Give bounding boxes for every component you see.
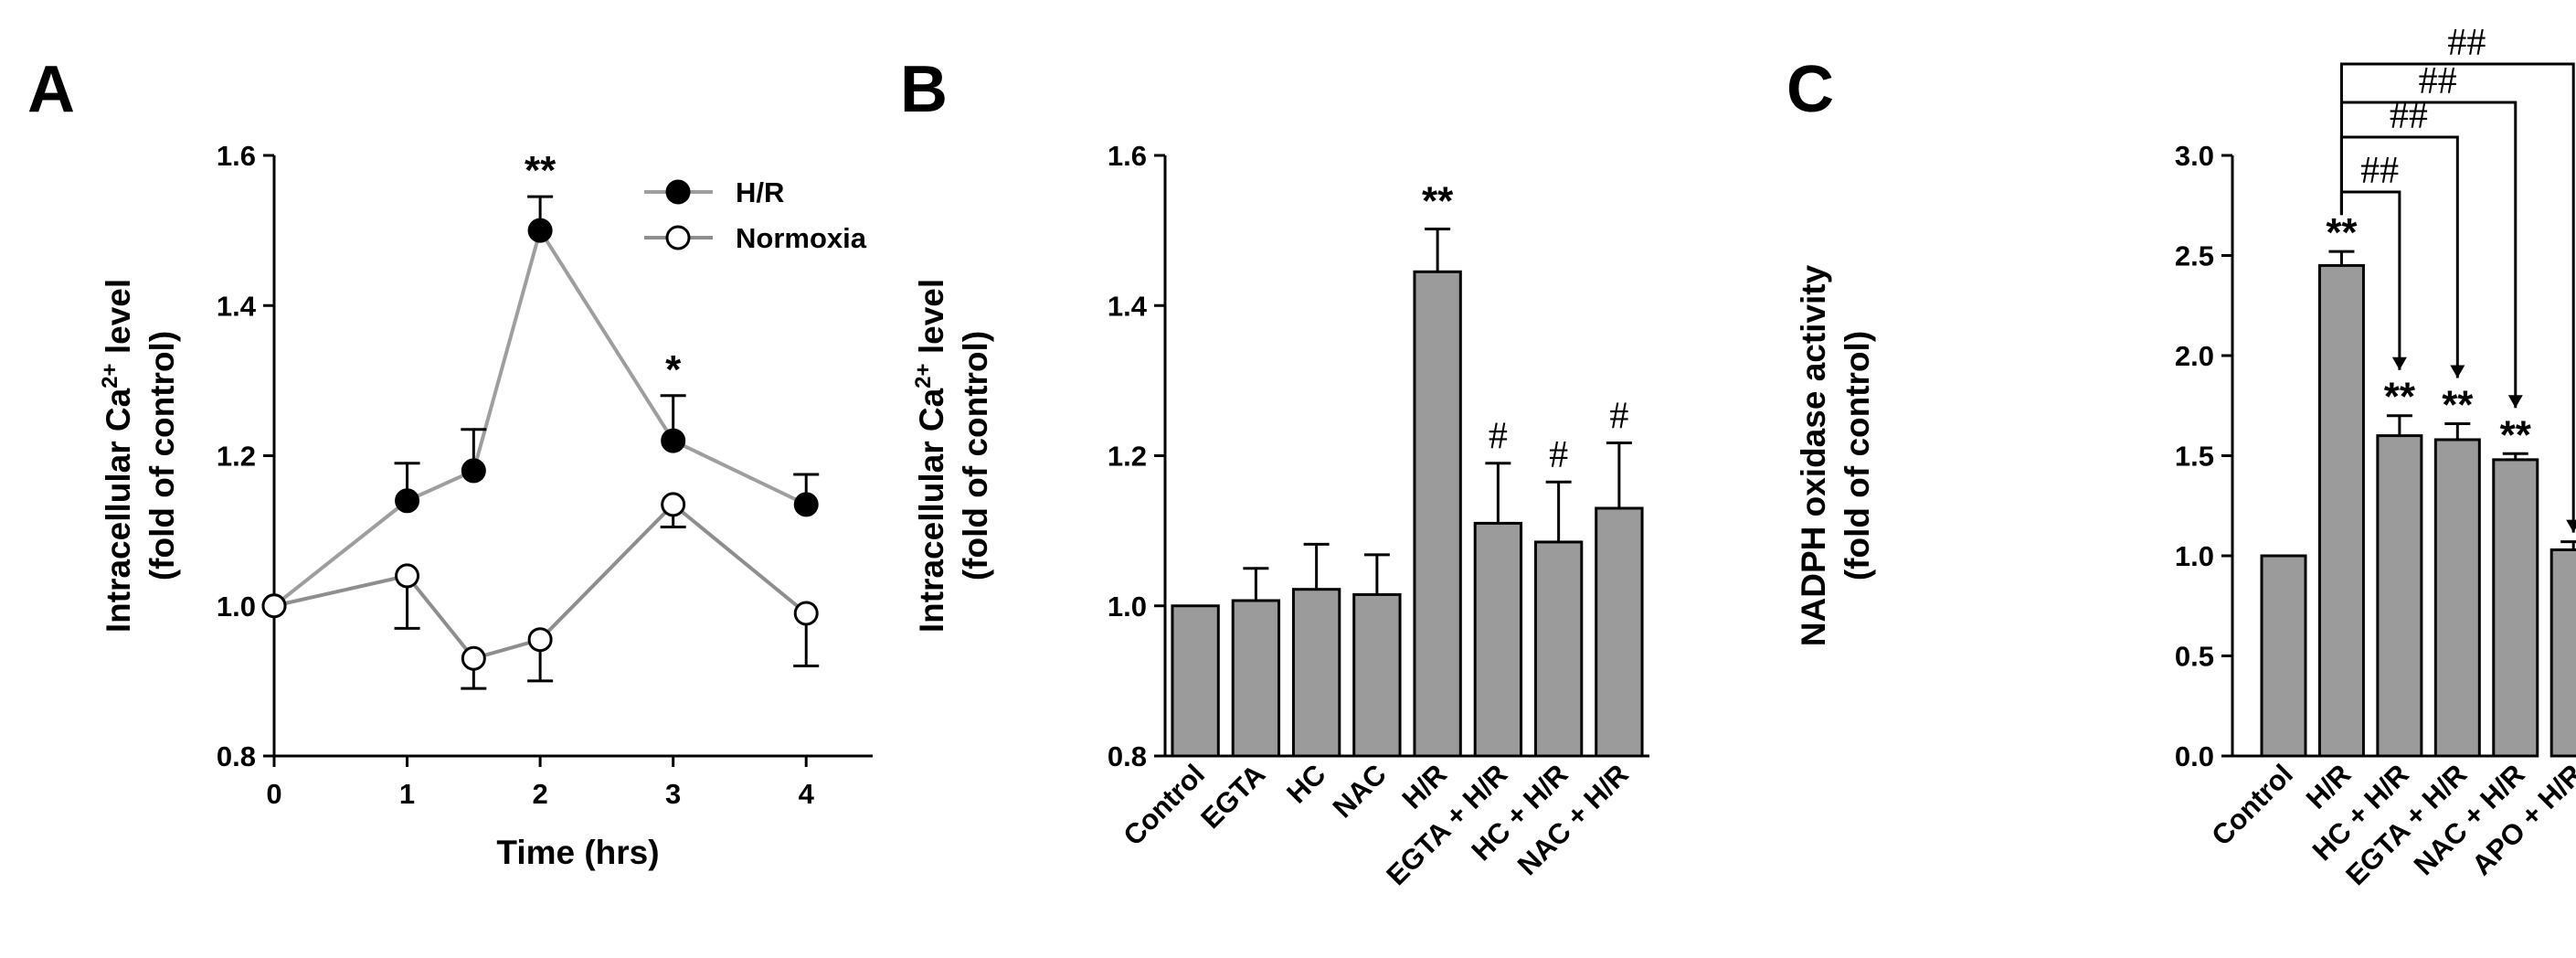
bracket-arrowhead [2507, 395, 2523, 409]
series-line-normoxia [273, 502, 808, 661]
marker-hr [461, 458, 486, 484]
ylabel-line-2: (fold of control) [1839, 331, 1876, 580]
ylabel-line-1-rest: level [100, 279, 137, 364]
bar [2260, 554, 2307, 758]
y-tick-label: 2.0 [2175, 340, 2214, 372]
bracket-arrowhead [2391, 357, 2407, 370]
ylabel-line-2: (fold of control) [143, 331, 181, 580]
y-tick-label: 1.0 [217, 591, 256, 623]
legend-label: Normoxia [736, 222, 867, 254]
bracket-label: ## [2447, 22, 2486, 64]
y-tick-label: 1.2 [1108, 441, 1147, 473]
marker-hr [793, 492, 819, 517]
y-tick-label: 1.5 [2175, 441, 2214, 473]
bar [1473, 521, 1523, 758]
ylabel-line-2: (fold of control) [957, 331, 994, 580]
panel-letter-b: B [900, 53, 948, 126]
significance-label: ** [2442, 382, 2474, 427]
y-tick-label: 2.5 [2175, 240, 2214, 272]
y-tick-label: 1.4 [1108, 290, 1148, 322]
x-axis-label: Time (hrs) [496, 834, 659, 871]
comparison-bracket [2339, 101, 2518, 409]
panel-letter-c: C [1786, 53, 1834, 126]
panel-a-chart: 0.8 1.0 1.2 1.4 1.6 0 1 2 3 4 Time (hrs) Intracellu… [98, 140, 873, 871]
ylabel-line-1-rest: level [913, 279, 950, 364]
y-tick-label: 1.0 [2175, 540, 2214, 572]
bracket-arrowhead [2566, 519, 2576, 533]
y-tick-label: 3.0 [2175, 140, 2214, 172]
y-tick-label: 0.8 [217, 740, 256, 772]
bar [1231, 599, 1281, 758]
panel-c-chart: 0.0 0.5 1.0 1.5 2.0 2.5 3.0 NADPH oxidase activ… [1795, 22, 2576, 891]
ylabel-line-1: Intracellular Ca [913, 388, 950, 633]
marker-normoxia [527, 627, 553, 653]
y-tick-label: 1.4 [217, 290, 257, 322]
y-tick-label: 1.0 [1108, 591, 1147, 623]
y-axis-label: Intracellular Ca2+ level(fold of control… [98, 279, 181, 633]
x-category-label: NAC [1327, 758, 1393, 824]
x-tick-label: 1 [399, 778, 415, 810]
bar [1413, 270, 1462, 758]
marker-hr [395, 488, 420, 514]
significance-label: # [1549, 434, 1568, 476]
series-line-hr [272, 226, 808, 608]
marker-normoxia [461, 645, 486, 671]
bar [2376, 434, 2423, 758]
x-tick-label: 0 [266, 778, 281, 810]
bar [2317, 263, 2365, 758]
y-axis-label: NADPH oxidase activity (fold of control) [1795, 264, 1876, 646]
marker-hr [527, 218, 553, 243]
bar [1171, 604, 1220, 758]
marker-normoxia [661, 492, 686, 517]
significance-label: # [1609, 396, 1628, 438]
marker-hr [661, 428, 686, 453]
y-tick-label: 1.6 [217, 140, 256, 172]
significance-label: ** [525, 148, 557, 193]
bracket-arrowhead [2450, 365, 2465, 378]
x-category-label: HC [1280, 758, 1331, 809]
bar [2492, 458, 2539, 758]
ylabel-line-1: NADPH oxidase activity [1795, 264, 1832, 646]
x-category-label: EGTA [1194, 758, 1271, 835]
y-axis-label: Intracellular Ca2+ level(fold of control… [911, 279, 994, 633]
bar [1352, 592, 1402, 758]
bracket-label: ## [2419, 60, 2457, 102]
y-tick-label: 0.5 [2175, 641, 2214, 673]
significance-label: * [665, 347, 682, 392]
x-category-label: Control [2205, 758, 2299, 852]
comparison-bracket [2339, 62, 2575, 533]
panel-b-chart: 0.8 1.0 1.2 1.4 1.6 Intracellular Ca2+ level(… [911, 140, 1649, 891]
significance-label: ** [2500, 412, 2532, 457]
bar [2433, 438, 2481, 758]
x-tick-label: 4 [799, 778, 815, 810]
x-tick-label: 2 [532, 778, 547, 810]
bracket-label: ## [2360, 150, 2399, 192]
x-tick-label: 3 [665, 778, 681, 810]
marker-normoxia [395, 563, 420, 589]
bar [1595, 506, 1644, 758]
legend-label: H/R [736, 176, 784, 208]
bar [2549, 548, 2576, 758]
ylabel-line-1: Intracellular Ca [100, 388, 137, 633]
significance-label: # [1489, 416, 1508, 458]
y-tick-label: 1.2 [217, 441, 256, 473]
ylabel-superscript: 2+ [98, 363, 122, 388]
legend-marker [665, 225, 691, 250]
y-tick-label: 1.6 [1108, 140, 1147, 172]
bar [1533, 540, 1584, 758]
legend-marker [665, 179, 691, 205]
ylabel-superscript: 2+ [911, 363, 936, 388]
significance-label: ** [2384, 375, 2416, 420]
panel-letter-a: A [27, 53, 75, 126]
marker-normoxia [793, 601, 819, 626]
y-tick-label: 0.0 [2175, 740, 2214, 772]
y-tick-label: 0.8 [1108, 740, 1147, 772]
bar [1291, 588, 1341, 758]
significance-label: ** [2326, 210, 2358, 255]
marker-normoxia [261, 593, 287, 619]
significance-label: ** [1422, 178, 1454, 223]
